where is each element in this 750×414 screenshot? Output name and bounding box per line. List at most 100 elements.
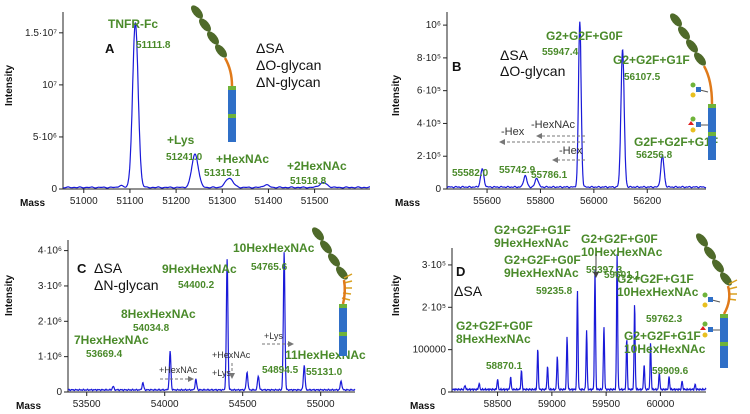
peak-mass: 55742.9	[499, 165, 536, 176]
condition-label: ΔO-glycan	[256, 57, 321, 73]
spectrum-trace	[446, 21, 707, 189]
arrowhead	[593, 272, 599, 278]
protein-schematic	[191, 5, 236, 142]
peak-mass: 51315.1	[204, 168, 241, 179]
peak-mass: 55582.0	[452, 168, 489, 179]
n-glycan-icon	[700, 321, 720, 338]
hinge	[720, 342, 728, 346]
peak-label: G2+G2F+G1F 10HexHexNAc	[617, 272, 699, 299]
y-axis-label: Intensity	[391, 74, 402, 116]
y-tick-label: 8·10⁵	[417, 53, 441, 64]
y-tick-label: 6·10⁵	[417, 86, 441, 97]
x-tick-label: 58500	[484, 399, 512, 410]
y-tick-label: 10⁶	[426, 20, 441, 31]
y-axis-label: Intensity	[4, 274, 15, 316]
peak-mass: 56256.8	[636, 150, 673, 161]
y-tick-label: 3·10⁵	[422, 260, 446, 271]
peak-mass: 51241.0	[166, 152, 203, 163]
x-tick-label: 60000	[647, 399, 675, 410]
condition-label: ΔSA	[256, 40, 285, 56]
fc-domain-ch2	[720, 318, 728, 342]
linker-tether	[722, 285, 731, 315]
spectrum-trace	[67, 252, 356, 392]
spectrum-trace	[62, 22, 370, 189]
protein-schematic	[312, 227, 353, 356]
shift-annotation: +HexNAc	[159, 365, 198, 375]
peak-label: G2+G2F+G0F 10HexHexNAc	[581, 232, 663, 259]
x-tick-label: 56200	[633, 196, 661, 207]
panel-letter: A	[105, 41, 115, 56]
hinge	[720, 314, 728, 318]
arrowheads	[188, 341, 294, 382]
tnfr-domain-beads	[670, 13, 706, 66]
peak-label: G2+G2F+G1F	[613, 53, 690, 67]
shift-annotation: +Lys	[264, 331, 283, 341]
x-tick-label: 51000	[70, 196, 98, 207]
peak-mass: 54765.6	[251, 262, 288, 273]
y-axis-label: Intensity	[391, 274, 402, 316]
peak-mass: 59762.3	[646, 314, 683, 325]
x-axis-label: Mass	[410, 401, 435, 412]
y-tick-label: 2·10⁵	[417, 151, 441, 162]
peak-mass: 59909.6	[652, 366, 689, 377]
y-tick-label: 1.5·10⁷	[25, 28, 57, 39]
peak-label: G2+G2F+G0F	[546, 29, 623, 43]
panel-b: Intensity Mass 0 2·10⁵ 4·10⁵ 6·10⁵ 8·10⁵ 10⁶ 5…	[391, 12, 718, 209]
hinge	[228, 86, 236, 90]
fc-domain-ch2	[708, 108, 716, 132]
peak-label: 9HexHexNAc	[162, 262, 237, 276]
x-tick-label: 55600	[473, 196, 501, 207]
x-axis-label: Mass	[395, 198, 420, 209]
fc-domain-ch3	[720, 346, 728, 368]
x-tick-label: 54000	[151, 399, 179, 410]
y-tick-label: 5·10⁶	[33, 132, 57, 143]
fc-domain-ch3	[228, 118, 236, 142]
x-tick-label: 55000	[307, 399, 335, 410]
tnfr-domain-beads	[312, 227, 348, 280]
peak-mass: 59397.3	[586, 265, 623, 276]
n-glycan-icon	[702, 292, 721, 308]
peak-mass: 54400.2	[178, 280, 215, 291]
y-tick-label: 10⁷	[42, 80, 57, 91]
y-tick-label: 2·10⁵	[422, 302, 446, 313]
condition-label: ΔO-glycan	[500, 63, 565, 79]
peak-label: +Lys	[167, 133, 195, 147]
y-axis-label: Intensity	[4, 64, 15, 106]
fc-domain-ch2	[228, 90, 236, 114]
x-tick-label: 59000	[538, 399, 566, 410]
protein-schematic	[670, 13, 716, 160]
panel-d: Intensity Mass 0 100000 2·10⁵ 3·10⁵ 58500 590…	[391, 223, 738, 412]
hinge	[339, 304, 347, 308]
y-tick-label: 2·10⁶	[38, 316, 62, 327]
peak-label: G2+G2F+G1F 10HexHexNAc	[624, 329, 706, 356]
loss-annotation: -Hex	[559, 145, 583, 157]
x-tick-label: 59500	[592, 399, 620, 410]
condition-label: ΔN-glycan	[94, 277, 159, 293]
peak-label: 7HexHexNAc	[74, 333, 149, 347]
y-tick-label: 4·10⁵	[417, 118, 441, 129]
x-tick-label: 51100	[116, 196, 144, 207]
peak-label: G2F+G2F+G1F	[634, 135, 718, 149]
x-axis-label: Mass	[20, 198, 45, 209]
tnfr-domain-beads	[191, 5, 227, 58]
linker-tether	[223, 57, 234, 87]
x-tick-label: 51500	[301, 196, 329, 207]
fc-domain-ch3	[708, 136, 716, 160]
peak-mass: 51111.8	[136, 40, 171, 51]
panel-letter: C	[77, 261, 87, 276]
n-glycan-icon	[688, 116, 708, 133]
loss-annotation: -Hex	[501, 126, 525, 138]
x-tick-label: 51200	[162, 196, 190, 207]
y-tick-label: 3·10⁶	[38, 281, 62, 292]
y-tick-label: 100000	[413, 345, 447, 356]
loss-annotation: -HexNAc	[531, 119, 576, 131]
y-tick-label: 0	[56, 387, 62, 398]
peak-mass: 51518.8	[290, 176, 327, 187]
peak-label: TNFR-Fc	[108, 17, 158, 31]
x-tick-label: 54500	[229, 399, 257, 410]
y-tick-label: 4·10⁶	[38, 246, 62, 257]
linker-tether	[341, 279, 347, 305]
x-axis-label: Mass	[16, 401, 41, 412]
y-tick-label: 0	[435, 184, 441, 195]
